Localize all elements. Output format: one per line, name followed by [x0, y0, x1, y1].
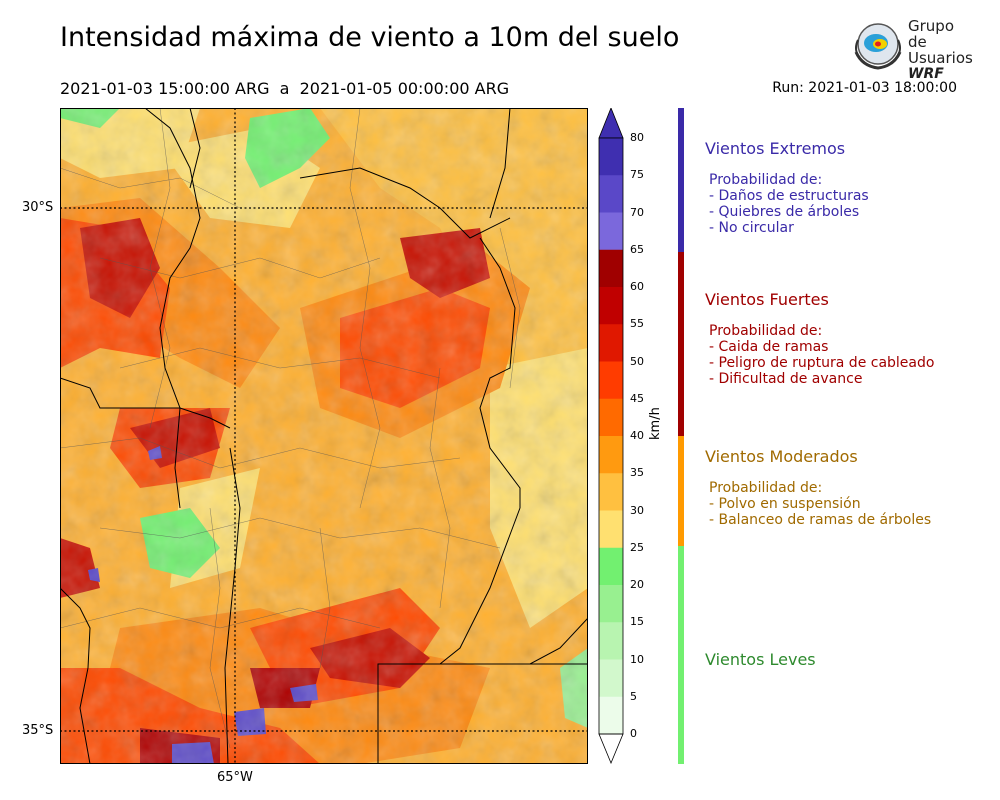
legend-title-moderados: Vientos Moderados	[705, 447, 858, 466]
legend-line: - Balanceo de ramas de árboles	[709, 512, 932, 528]
lat-label-35s: 35°S	[22, 723, 54, 738]
legend-line: - Daños de estructuras	[709, 188, 869, 204]
colorbar-tick-label: 0	[630, 727, 637, 740]
colorbar-bin	[599, 473, 623, 511]
colorbar-tick-label: 60	[630, 280, 644, 293]
period-label: 2021-01-03 15:00:00 ARG a 2021-01-05 00:…	[60, 79, 510, 98]
legend-title-extremos: Vientos Extremos	[705, 139, 846, 158]
colorbar-tick-label: 45	[630, 391, 644, 405]
grupo-wrf-logo: Grupo de Usuarios WRF	[850, 17, 973, 82]
colorbar-tick-label: 10	[630, 652, 644, 666]
colorbar-bin	[599, 398, 623, 437]
legend-title-fuertes: Vientos Fuertes	[705, 290, 829, 309]
colorbar-tick-label: 55	[630, 317, 644, 331]
colorbar	[598, 108, 624, 764]
category-bar-moderados	[678, 436, 684, 546]
colorbar-tick-label: 25	[630, 540, 644, 554]
logo-line-3: WRF	[908, 66, 944, 82]
legend-line: - Caida de ramas	[709, 339, 829, 355]
globe-icon	[854, 23, 902, 70]
lat-label-30s: 30°S	[22, 200, 54, 215]
colorbar-extend-min	[598, 733, 624, 764]
legend-desc-fuertes: Probabilidad de: - Caida de ramas - Peli…	[709, 323, 934, 387]
map-frame	[60, 108, 588, 764]
legend-line: - No circular	[709, 220, 794, 236]
colorbar-bin	[599, 324, 623, 362]
page-title: Intensidad máxima de viento a 10m del su…	[60, 22, 680, 53]
wind-map	[60, 108, 588, 764]
legend-desc-moderados: Probabilidad de: - Polvo en suspensión -…	[709, 480, 931, 528]
colorbar-tick-label: 40	[630, 429, 644, 442]
category-bar-leves	[678, 546, 684, 764]
wind-field-plot	[60, 108, 588, 764]
colorbar-tick-label: 50	[630, 354, 644, 368]
colorbar-unit: km/h	[648, 407, 663, 440]
colorbar-bin	[599, 287, 623, 325]
colorbar-bin	[599, 175, 623, 213]
legend-line: - Peligro de ruptura de cableado	[709, 355, 935, 371]
colorbar-tick-label: 5	[630, 689, 637, 703]
colorbar-bin	[599, 212, 623, 251]
colorbar-tick-label: 75	[630, 168, 644, 182]
legend-line: - Polvo en suspensión	[709, 496, 861, 512]
colorbar-bin	[599, 361, 623, 400]
colorbar-bin	[599, 249, 623, 288]
colorbar-tick-label: 80	[630, 131, 644, 144]
legend-line: Probabilidad de:	[709, 323, 823, 339]
legend-line: Probabilidad de:	[709, 172, 823, 188]
colorbar-bin	[599, 585, 623, 623]
legend-title-leves: Vientos Leves	[705, 650, 816, 669]
colorbar-bin	[599, 138, 623, 176]
colorbar-extend-max	[598, 108, 624, 139]
legend-line: Probabilidad de:	[709, 480, 823, 496]
category-bar-extremos	[678, 108, 684, 252]
colorbar-tick-label: 20	[630, 578, 644, 591]
graticule	[60, 108, 588, 764]
colorbar-frame	[598, 137, 624, 735]
colorbar-tick-label: 30	[630, 503, 644, 517]
logo-line-2: Usuarios	[908, 49, 973, 67]
run-label: Run: 2021-01-03 18:00:00	[772, 80, 957, 96]
colorbar-bin	[599, 547, 623, 586]
colorbar-bin	[599, 510, 623, 549]
colorbar-tick-label: 15	[630, 615, 644, 629]
colorbar-bin	[599, 659, 623, 698]
colorbar-bin	[599, 622, 623, 660]
colorbar-tick-label: 35	[630, 466, 644, 480]
colorbar-tick-label: 65	[630, 242, 644, 256]
logo-line-1: Grupo de	[908, 17, 954, 51]
legend-line: - Dificultad de avance	[709, 371, 863, 387]
legend-desc-extremos: Probabilidad de: - Daños de estructuras …	[709, 172, 869, 236]
legend-line: - Quiebres de árboles	[709, 204, 860, 220]
colorbar-tick-label: 70	[630, 205, 644, 219]
field-texture	[60, 108, 588, 764]
colorbar-bin	[599, 436, 623, 474]
colorbar-bin	[599, 696, 623, 735]
category-bar-fuertes	[678, 252, 684, 436]
lon-label-65w: 65°W	[217, 770, 253, 785]
department-boundaries	[60, 108, 521, 749]
